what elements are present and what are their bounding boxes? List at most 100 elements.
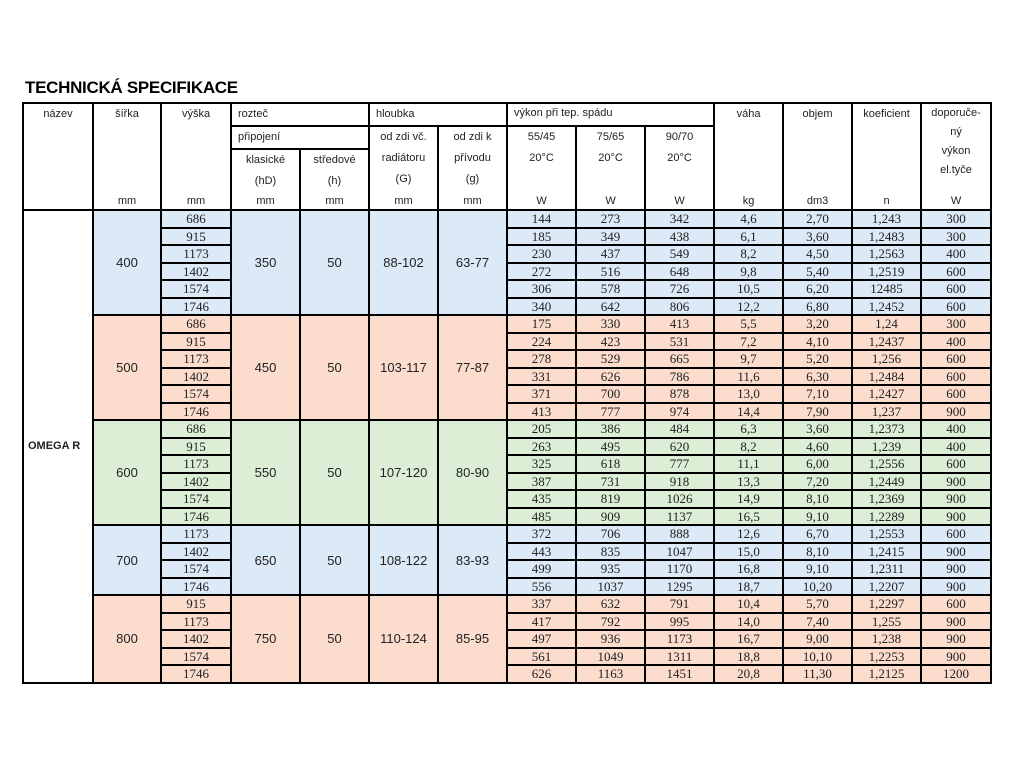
doporuceny-vykon-cell: 600 [920, 594, 993, 614]
col-stredove: středové (h) [299, 148, 370, 192]
vykon-7565-cell: 731 [575, 471, 647, 491]
col-od-zdi-privod: od zdi k přívodu (g) [436, 125, 509, 192]
vykon-5545-cell: 417 [506, 611, 578, 631]
table-row: 1574 435 819 1026 14,9 8,10 1,2369 900 [23, 489, 993, 509]
koeficient-cell: 1,255 [851, 611, 923, 631]
vykon-5545-cell: 272 [506, 261, 578, 281]
vykon-9070-cell: 1173 [644, 629, 716, 649]
vykon-5545-cell: 278 [506, 349, 578, 369]
doporuceny-vykon-cell: 300 [920, 209, 993, 229]
lbl: (g) [465, 173, 480, 185]
vykon-9070-cell: 620 [644, 436, 716, 456]
vyska-cell: 1574 [160, 646, 232, 666]
koeficient-cell: 1,2427 [851, 384, 923, 404]
lbl: 20°C [529, 152, 554, 164]
vyska-cell: 1574 [160, 279, 232, 299]
lbl: klasické [245, 154, 286, 166]
col-doporuceny: doporuče-ný výkon el.tyče [920, 102, 993, 192]
klasicke-cell: 450 [230, 314, 301, 421]
lbl: 90/70 [665, 131, 694, 143]
koeficient-cell: 1,237 [851, 401, 923, 421]
doporuceny-vykon-cell: 900 [920, 489, 993, 509]
col-objem: objem [782, 102, 854, 192]
vykon-5545-cell: 306 [506, 279, 578, 299]
vyska-cell: 1173 [160, 524, 232, 544]
doporuceny-vykon-cell: 900 [920, 471, 993, 491]
vykon-5545-cell: 224 [506, 331, 578, 351]
od-zdi-privod-cell: 83-93 [436, 524, 509, 596]
objem-cell: 3,20 [782, 314, 854, 334]
koeficient-cell: 1,2373 [851, 419, 923, 439]
doporuceny-vykon-cell: 900 [920, 541, 993, 561]
doporuceny-vykon-cell: 400 [920, 419, 993, 439]
vyska-cell: 915 [160, 436, 232, 456]
doporuceny-vykon-cell: 900 [920, 401, 993, 421]
objem-cell: 6,80 [782, 296, 854, 316]
vyska-cell: 1746 [160, 296, 232, 316]
od-zdi-privod-cell: 80-90 [436, 419, 509, 526]
doporuceny-vykon-cell: 300 [920, 226, 993, 246]
vyska-cell: 915 [160, 594, 232, 614]
col-nazev: název [22, 102, 94, 192]
vaha-cell: 12,2 [713, 296, 785, 316]
objem-cell: 11,30 [782, 664, 854, 684]
lbl: od zdi k [453, 131, 492, 143]
vykon-5545-cell: 499 [506, 559, 578, 579]
table-row: 1746 485 909 1137 16,5 9,10 1,2289 900 [23, 506, 993, 526]
klasicke-cell: 550 [230, 419, 301, 526]
od-zdi-privod-cell: 77-87 [436, 314, 509, 421]
vyska-cell: 1746 [160, 664, 232, 684]
vaha-cell: 8,2 [713, 244, 785, 264]
vykon-7565-cell: 273 [575, 209, 647, 229]
table-row: 1574 306 578 726 10,5 6,20 12485 600 [23, 279, 993, 299]
koeficient-cell: 1,238 [851, 629, 923, 649]
koeficient-cell: 1,2437 [851, 331, 923, 351]
vykon-5545-cell: 561 [506, 646, 578, 666]
objem-cell: 5,70 [782, 594, 854, 614]
dop-2: ný [950, 126, 962, 138]
koeficient-cell: 1,2563 [851, 244, 923, 264]
stredove-cell: 50 [299, 314, 370, 421]
vykon-5545-cell: 443 [506, 541, 578, 561]
vykon-7565-cell: 423 [575, 331, 647, 351]
lbl: 55/45 [527, 131, 556, 143]
stredove-cell: 50 [299, 594, 370, 684]
vykon-9070-cell: 1047 [644, 541, 716, 561]
table-row: 1746 340 642 806 12,2 6,80 1,2452 600 [23, 296, 993, 316]
vaha-cell: 13,3 [713, 471, 785, 491]
vykon-7565-cell: 495 [575, 436, 647, 456]
vaha-cell: 14,4 [713, 401, 785, 421]
vykon-5545-cell: 185 [506, 226, 578, 246]
objem-cell: 9,10 [782, 559, 854, 579]
dop-3: výkon [941, 145, 971, 157]
vykon-7565-cell: 835 [575, 541, 647, 561]
unit-cell: mm [230, 192, 301, 211]
vykon-9070-cell: 806 [644, 296, 716, 316]
vyska-cell: 1402 [160, 366, 232, 386]
vykon-9070-cell: 531 [644, 331, 716, 351]
col-5545: 55/45 20°C [506, 125, 578, 192]
unit-cell: mm [299, 192, 370, 211]
col-koeficient: koeficient [851, 102, 923, 192]
klasicke-cell: 350 [230, 209, 301, 316]
vyska-cell: 1574 [160, 559, 232, 579]
koeficient-cell: 1,2483 [851, 226, 923, 246]
vykon-9070-cell: 484 [644, 419, 716, 439]
table-row: 1173 278 529 665 9,7 5,20 1,256 600 [23, 349, 993, 369]
vykon-7565-cell: 632 [575, 594, 647, 614]
vaha-cell: 6,1 [713, 226, 785, 246]
spec-table: název šířka výška rozteč hloubka výkon p… [22, 102, 993, 684]
col-9070: 90/70 20°C [644, 125, 716, 192]
sirka-cell: 600 [92, 419, 162, 526]
vykon-7565-cell: 578 [575, 279, 647, 299]
vaha-cell: 18,7 [713, 576, 785, 596]
koeficient-cell: 1,2297 [851, 594, 923, 614]
objem-cell: 8,10 [782, 489, 854, 509]
table-row: 1402 331 626 786 11,6 6,30 1,2484 600 [23, 366, 993, 386]
vykon-9070-cell: 1295 [644, 576, 716, 596]
vykon-9070-cell: 791 [644, 594, 716, 614]
vyska-cell: 1574 [160, 384, 232, 404]
lbl: radiátoru [381, 152, 426, 164]
table-row: 1402 497 936 1173 16,7 9,00 1,238 900 [23, 629, 993, 649]
vykon-5545-cell: 372 [506, 524, 578, 544]
